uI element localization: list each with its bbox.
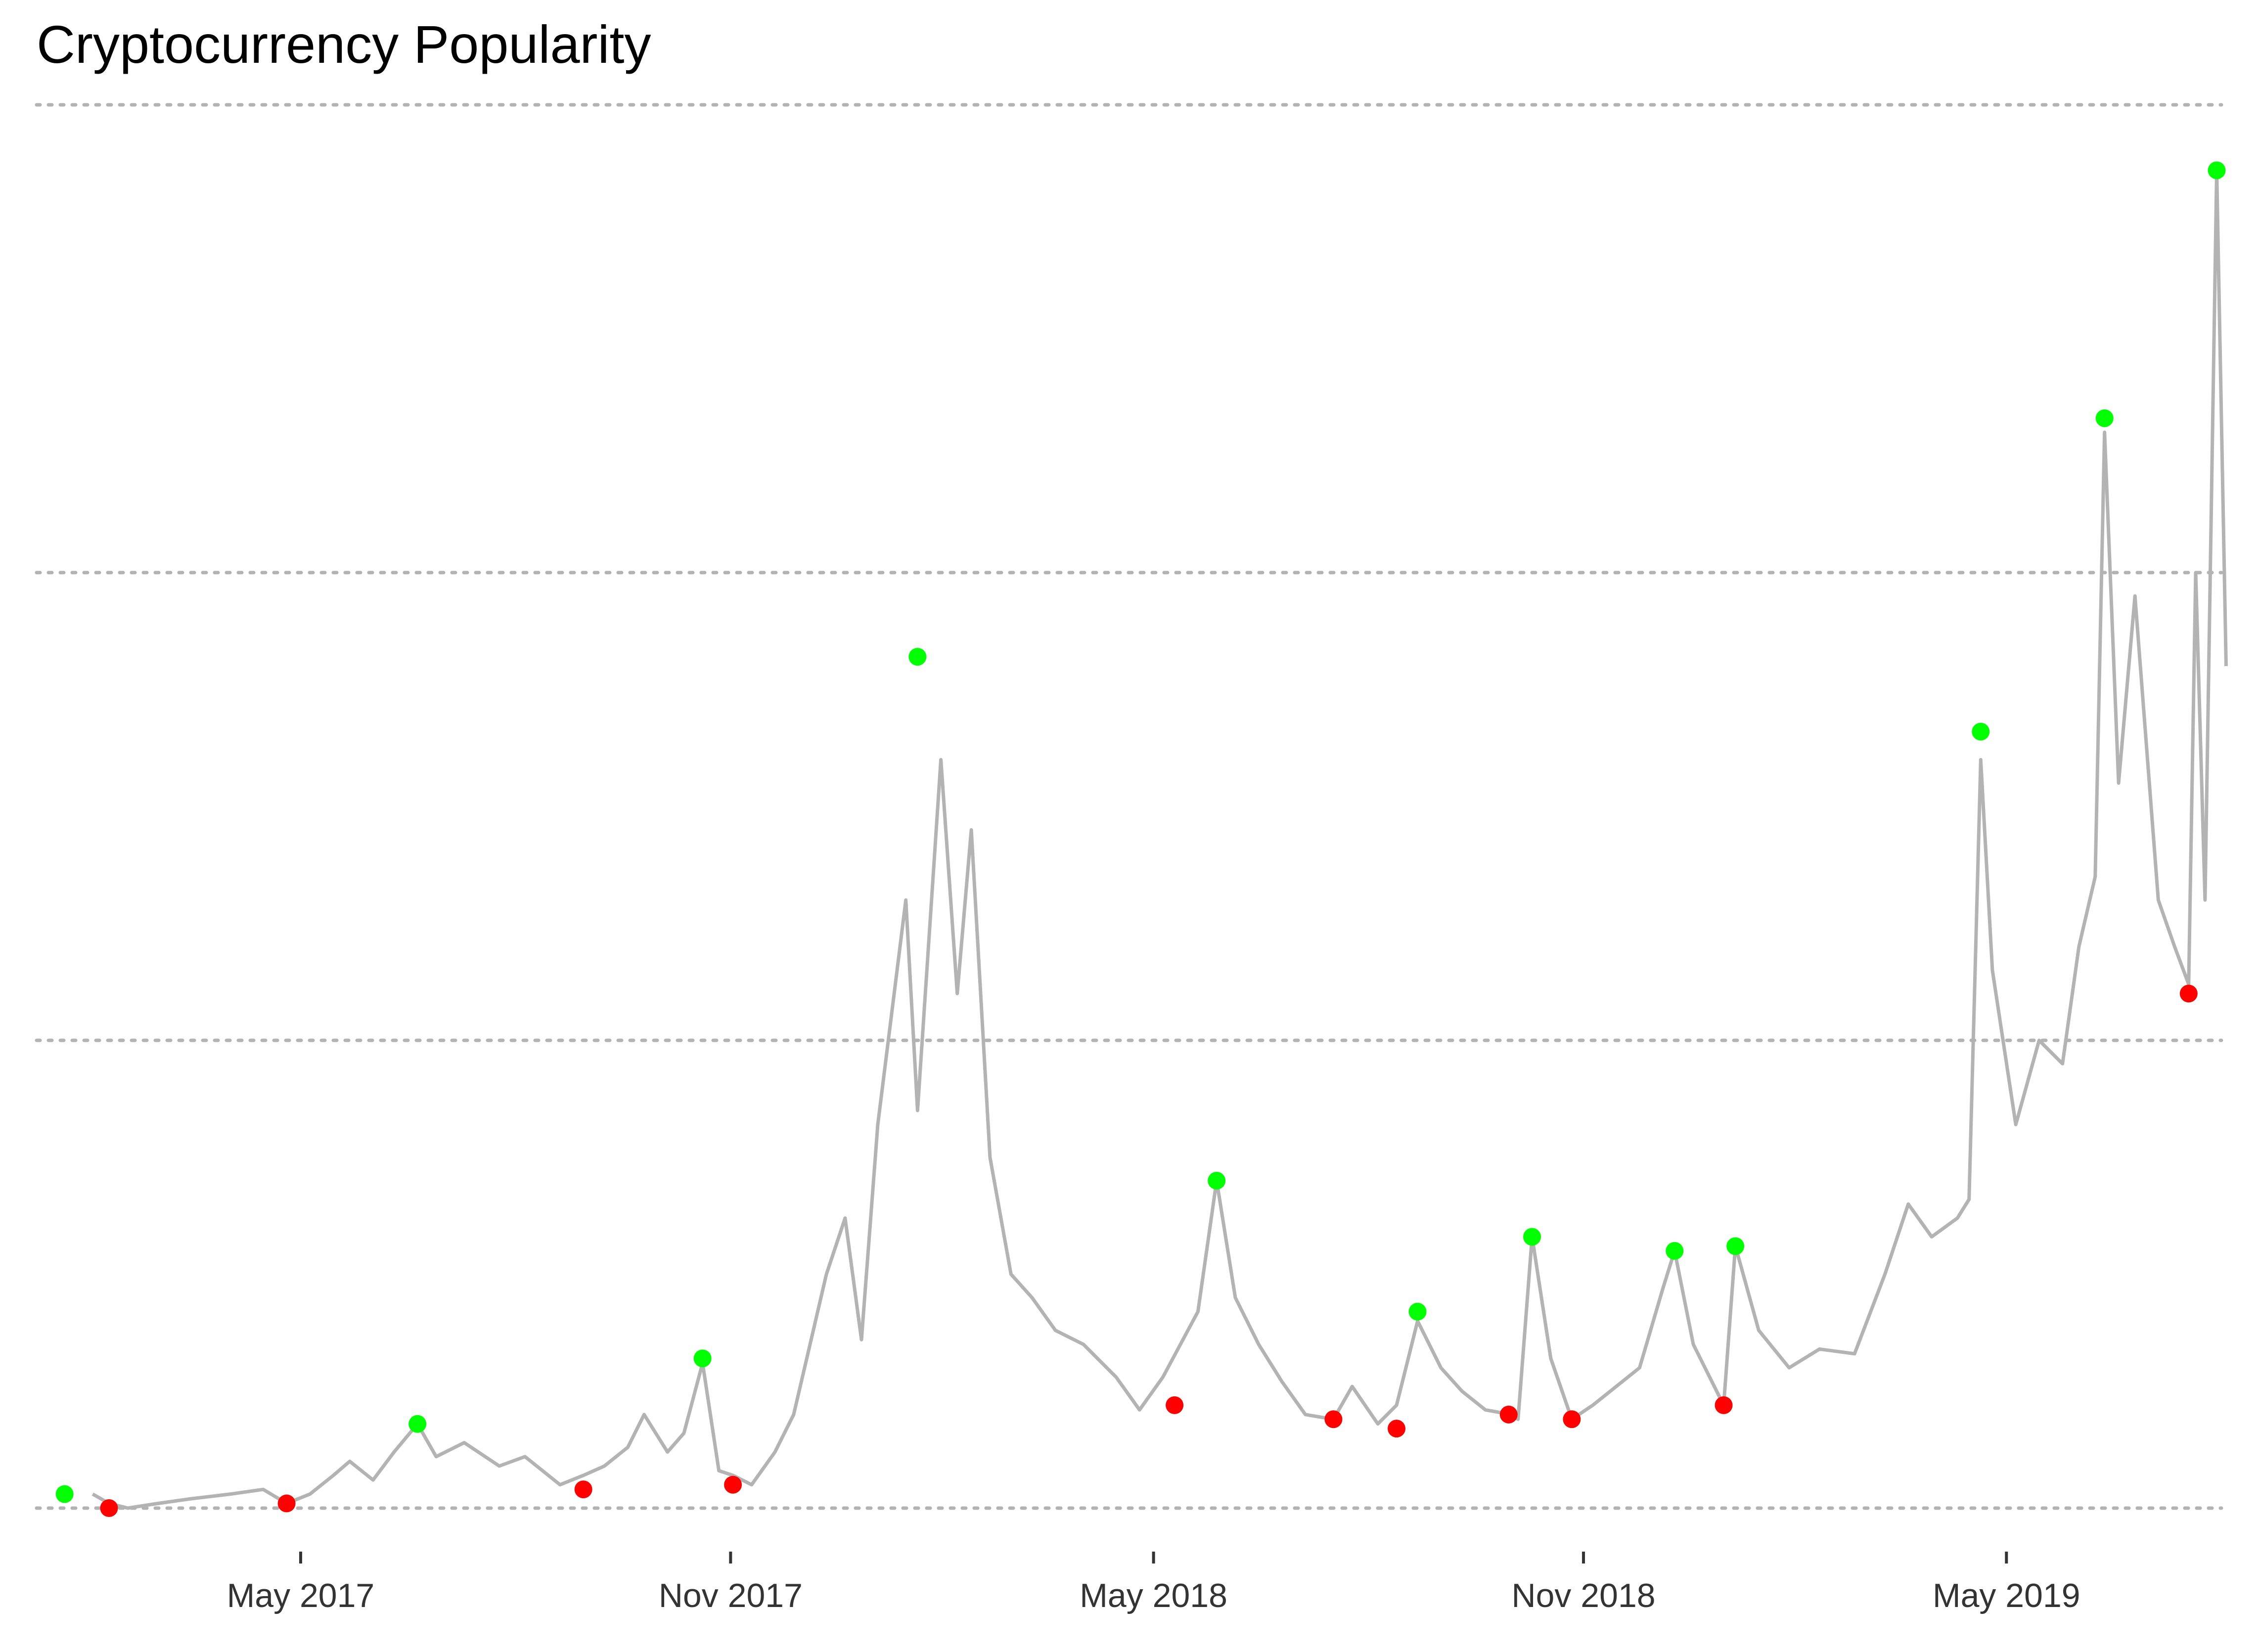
trough-point-10 [2179, 984, 2198, 1003]
trough-point-6 [1388, 1420, 1406, 1438]
x-tick-label-3: Nov 2018 [1511, 1577, 1655, 1614]
peak-point-3 [908, 648, 927, 666]
trough-point-4 [1166, 1396, 1184, 1414]
trough-point-9 [1715, 1396, 1733, 1414]
trough-point-7 [1499, 1405, 1518, 1424]
chart-title: Cryptocurrency Popularity [37, 14, 651, 74]
peak-point-8 [1726, 1237, 1745, 1255]
peak-point-9 [1972, 722, 1990, 741]
extrema-points-layer [55, 161, 2226, 1517]
peak-point-2 [693, 1349, 712, 1368]
peak-point-0 [55, 1485, 74, 1503]
trough-point-2 [574, 1480, 592, 1499]
peak-point-6 [1523, 1228, 1541, 1246]
trough-point-1 [277, 1494, 296, 1513]
peak-point-10 [2095, 409, 2114, 427]
peak-point-7 [1666, 1242, 1684, 1260]
x-axis: May 2017 Nov 2017 May 2018 Nov 2018 May 2019 [227, 1552, 2080, 1614]
trough-point-0 [100, 1499, 118, 1517]
peak-point-4 [1208, 1171, 1226, 1190]
x-tick-label-2: May 2018 [1080, 1577, 1227, 1614]
x-tick-label-1: Nov 2017 [659, 1577, 803, 1614]
trough-point-5 [1324, 1410, 1343, 1429]
trough-point-3 [724, 1475, 742, 1494]
x-tick-label-4: May 2019 [1933, 1577, 2080, 1614]
peak-point-11 [2208, 161, 2226, 179]
peak-point-5 [1408, 1302, 1427, 1321]
peak-point-1 [408, 1415, 427, 1433]
trough-point-8 [1563, 1410, 1581, 1429]
x-tick-label-0: May 2017 [227, 1577, 375, 1614]
series-line-layer [91, 168, 2228, 1510]
series-line [91, 168, 2228, 1510]
gridlines [35, 103, 2223, 1510]
